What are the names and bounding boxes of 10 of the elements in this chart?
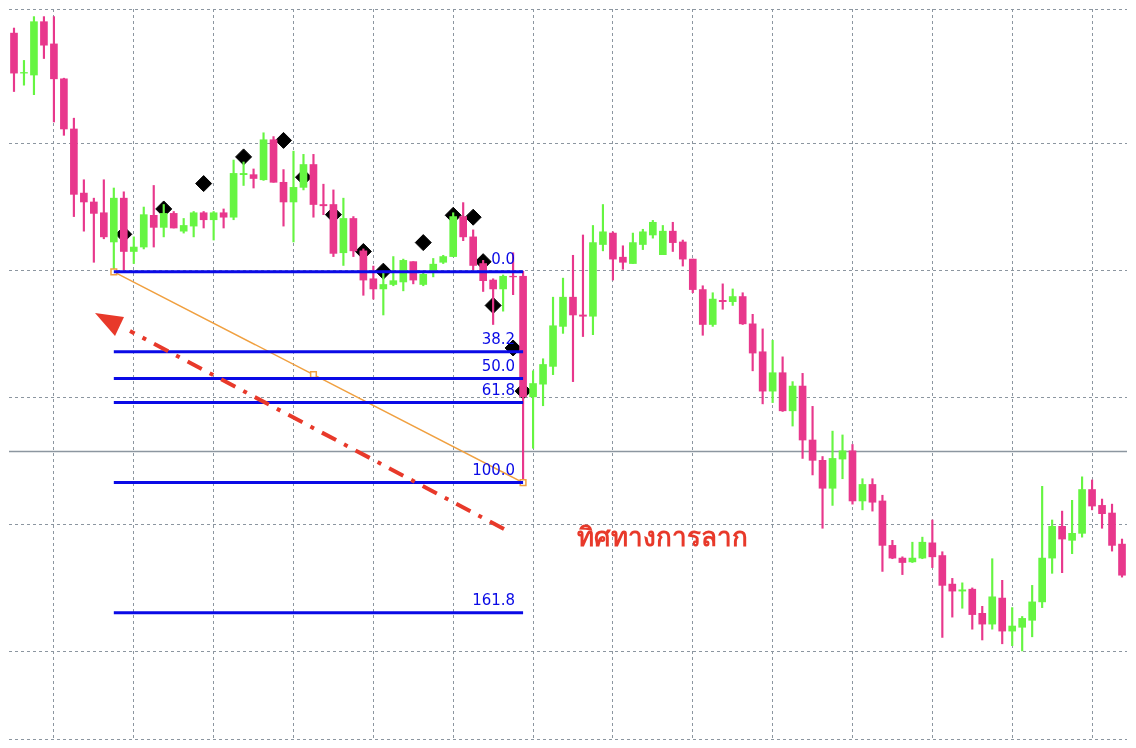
series-label: 38.2	[481, 330, 516, 349]
point	[235, 148, 253, 166]
series-label: 61.8	[481, 380, 516, 399]
point	[195, 175, 213, 193]
series-label: 161.8	[472, 591, 516, 610]
point	[275, 131, 293, 149]
point	[464, 208, 482, 226]
series-label: 50.0	[481, 356, 516, 375]
annotation: ทิศทางการลาก	[576, 522, 748, 553]
point	[414, 234, 432, 252]
